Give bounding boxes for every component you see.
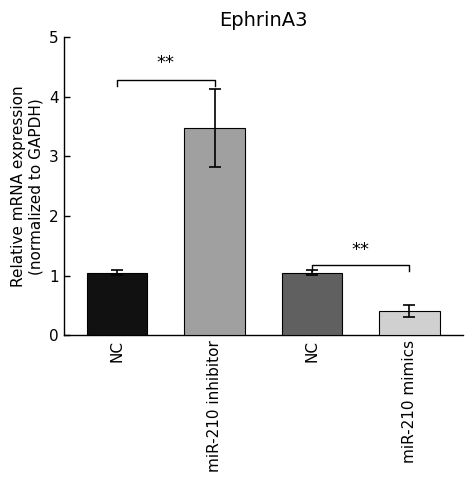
Bar	[379, 312, 439, 335]
Text: **: **	[352, 241, 370, 259]
Text: **: **	[157, 54, 175, 72]
Bar	[184, 128, 245, 335]
Bar	[87, 272, 147, 335]
Y-axis label: Relative mRNA expression
(normalized to GAPDH): Relative mRNA expression (normalized to …	[11, 85, 44, 287]
Title: EphrinA3: EphrinA3	[219, 11, 308, 30]
Bar	[282, 272, 342, 335]
